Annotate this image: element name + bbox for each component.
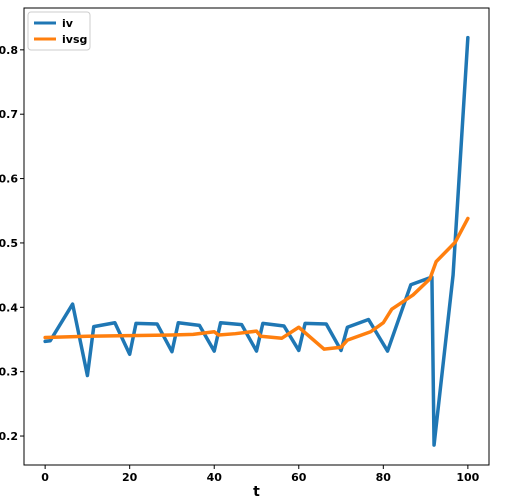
x-axis-ticks: 0 20 40 60 80 100 (41, 465, 480, 484)
x-tick-label: 80 (376, 471, 392, 484)
series-lines (43, 35, 470, 447)
y-tick-label: 0.3 (0, 366, 18, 379)
x-tick-label: 20 (122, 471, 138, 484)
x-tick-label: 0 (41, 471, 49, 484)
y-tick-label: 0.7 (0, 108, 18, 121)
plot-area (23, 7, 490, 466)
x-axis-title: t (253, 484, 260, 500)
y-tick-label: 0.6 (0, 173, 18, 186)
legend-label-ivsg: ivsg (62, 33, 87, 46)
y-tick-label: 0.2 (0, 430, 18, 443)
y-tick-label: 0.5 (0, 237, 18, 250)
legend-label-iv: iv (62, 17, 74, 30)
x-tick-label: 100 (456, 471, 479, 484)
y-axis-ticks: 0.2 0.3 0.4 0.5 0.6 0.7 0.8 (0, 44, 24, 443)
legend: iv ivsg (27, 11, 91, 51)
x-tick-label: 40 (207, 471, 223, 484)
series-line-iv (43, 35, 470, 447)
x-tick-label: 60 (291, 471, 307, 484)
series-line-ivsg (43, 216, 470, 351)
y-tick-label: 0.8 (0, 44, 18, 57)
y-tick-label: 0.4 (0, 301, 18, 314)
